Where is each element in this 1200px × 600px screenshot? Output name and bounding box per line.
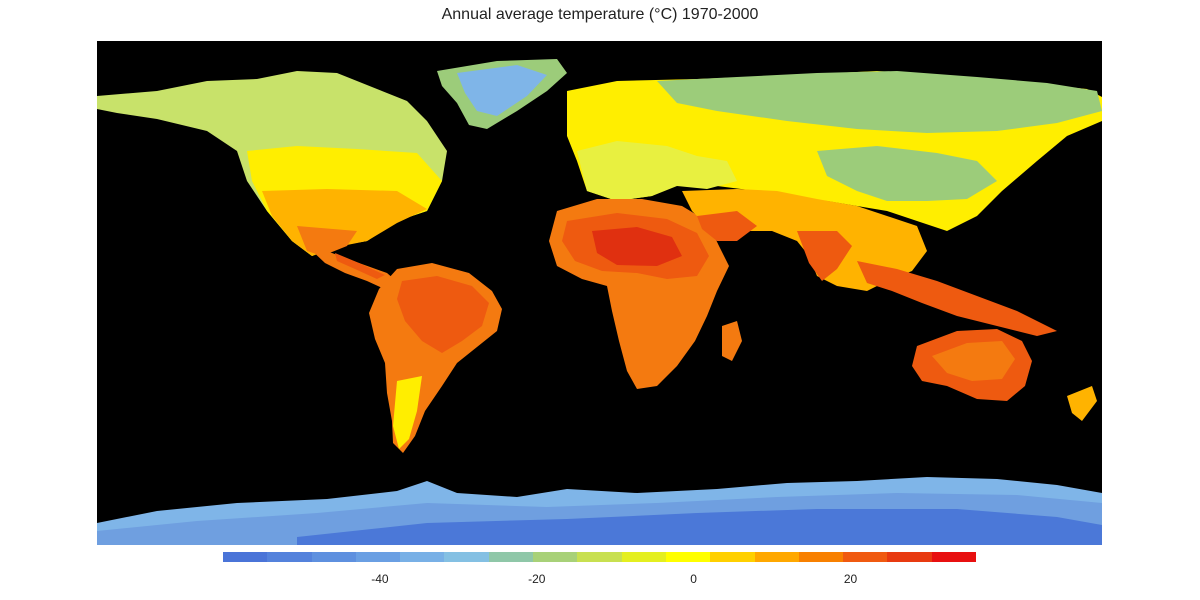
legend-tick-label: 0 [690,572,697,586]
greenland [437,59,567,129]
legend-bin-13 [798,552,844,562]
legend-bin-4 [400,552,445,562]
legend-bin-2 [311,552,356,562]
map-title: Annual average temperature (°C) 1970-200… [441,6,759,23]
antarctica [97,477,1102,545]
legend-bin-7 [533,552,578,562]
legend-bin-6 [488,552,534,562]
legend-bin-3 [355,552,401,562]
north-america [97,71,447,291]
legend-bin-16 [931,552,977,562]
legend-bin-14 [843,552,888,562]
legend-bin-15 [887,552,932,562]
south-america [369,263,502,453]
color-scale-legend [223,552,977,562]
legend-bin-10 [665,552,711,562]
temperature-map [97,41,1102,545]
legend-tick-label: 20 [843,572,858,586]
legend-bin-9 [621,552,666,562]
australia [912,329,1097,421]
south-asia [682,146,1057,336]
africa [549,199,742,389]
legend-bin-1 [267,552,312,562]
legend-tick-label: -40 [371,572,389,586]
color-scale-ticks: -40 -20 0 20 [223,572,976,588]
legend-bin-11 [710,552,755,562]
legend-bin-5 [444,552,489,562]
legend-bin-0 [223,552,268,562]
legend-bin-8 [577,552,622,562]
legend-tick-label: -20 [528,572,546,586]
legend-bin-12 [754,552,799,562]
